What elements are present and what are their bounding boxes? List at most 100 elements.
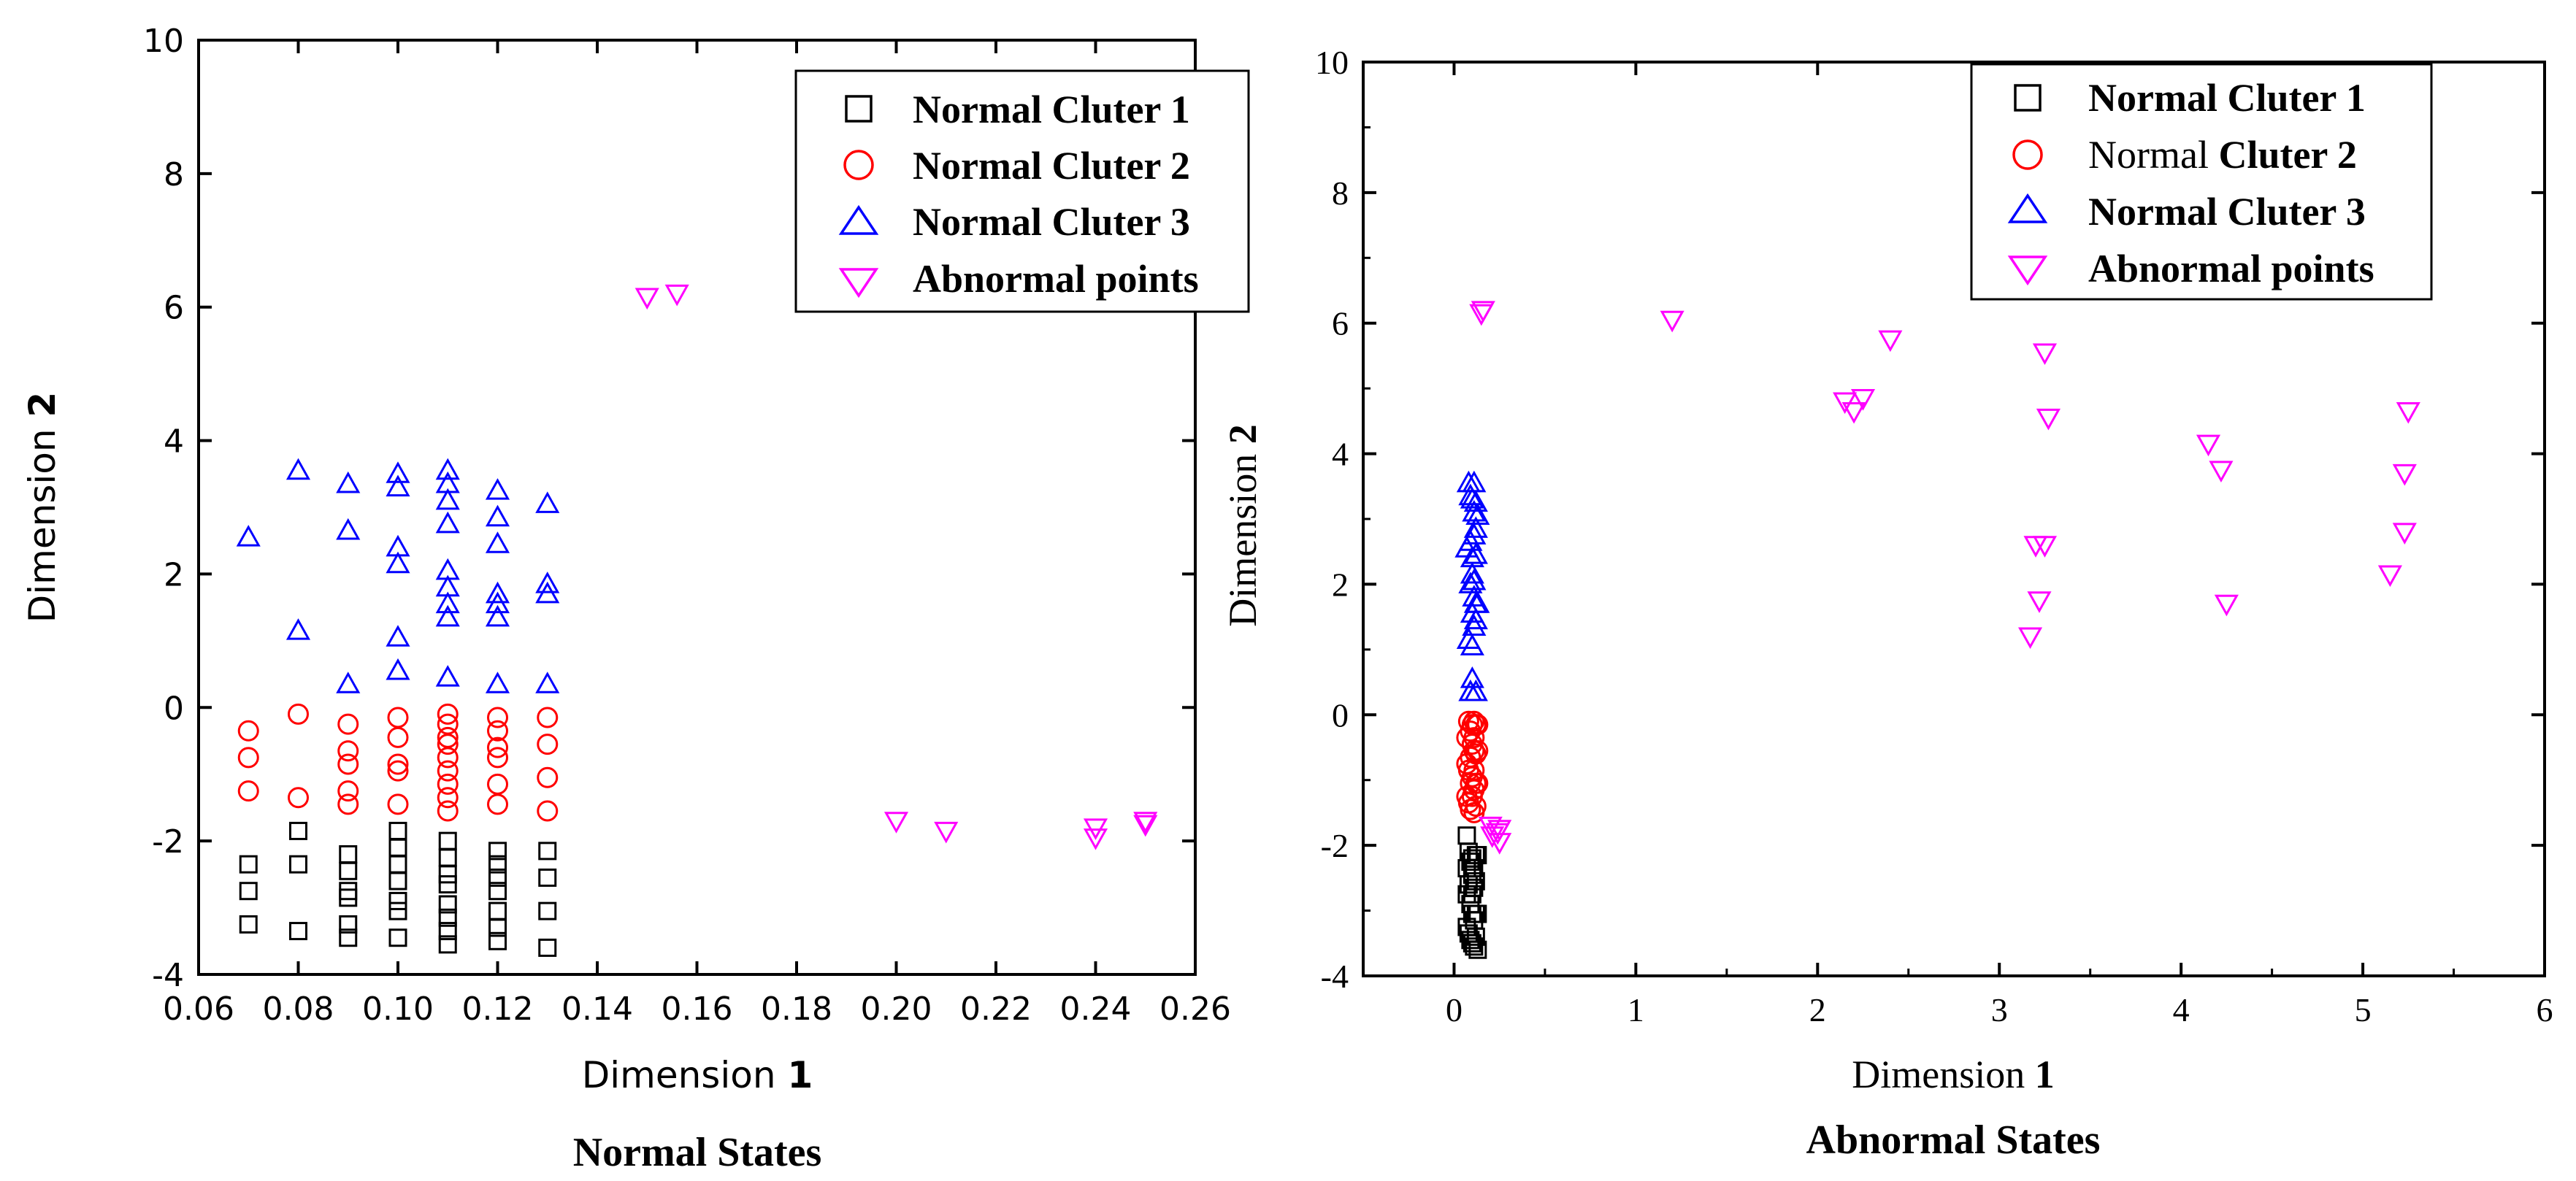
legend-series-2-bold: Cluter 2 — [2218, 133, 2356, 177]
x-tick-label: 0.14 — [561, 990, 633, 1028]
data-point — [1465, 878, 1484, 897]
data-point — [388, 928, 407, 947]
legend-triangle-up-marker — [2007, 193, 2048, 223]
data-point — [339, 928, 358, 947]
data-point — [1463, 710, 1485, 732]
data-point — [237, 720, 259, 742]
legend-box — [1970, 63, 2433, 301]
data-point — [388, 855, 407, 874]
legend-series-3: Normal Cluter 3 — [2088, 190, 2366, 234]
legend: Normal Cluter 1 Normal Cluter 2 Normal C… — [1970, 63, 2433, 301]
svg-text:Dimension 2: Dimension 2 — [21, 392, 64, 623]
data-point — [2017, 627, 2043, 650]
data-point — [1465, 937, 1484, 956]
data-point — [2377, 565, 2402, 588]
data-point — [435, 574, 460, 597]
scatter-chart-normal-states: 0.06 0.08 0.10 0.12 0.14 0.16 0.18 0.20 0.22 0.24… — [21, 23, 1250, 1175]
data-point — [664, 284, 689, 307]
data-point — [438, 831, 457, 850]
y-tick-label: 10 — [143, 23, 184, 60]
data-point — [1463, 865, 1481, 884]
data-point — [435, 488, 460, 510]
svg-text:Dimension 1: Dimension 1 — [582, 1054, 813, 1096]
chart-caption: Abnormal States — [1806, 1117, 2101, 1163]
y-tick-label: 10 — [1315, 44, 1349, 81]
legend-series-3: Normal Cluter 3 — [913, 200, 1190, 244]
data-point — [1465, 503, 1490, 526]
x-tick-label: 0.18 — [761, 990, 832, 1028]
data-point — [1465, 591, 1490, 613]
y-tick-label: 8 — [164, 156, 184, 193]
data-point — [488, 901, 507, 920]
data-point — [1133, 812, 1158, 834]
data-point — [1471, 301, 1495, 323]
data-point — [386, 551, 410, 574]
data-point — [1457, 826, 1476, 845]
data-point — [487, 793, 508, 815]
data-point — [537, 707, 559, 728]
chart-caption: Normal States — [573, 1130, 822, 1175]
data-point — [438, 848, 457, 867]
data-point — [437, 760, 459, 782]
data-point — [538, 938, 557, 957]
data-point — [1466, 872, 1485, 890]
series-4 — [635, 284, 1158, 850]
data-point — [387, 760, 409, 782]
y-tick-label: 6 — [1332, 305, 1349, 342]
data-point — [538, 901, 557, 920]
data-point — [438, 895, 457, 914]
y-axis-label-text: Dimension — [21, 428, 64, 623]
data-point — [336, 672, 361, 693]
y-tick-label: -4 — [1321, 958, 1349, 995]
data-point — [437, 787, 459, 809]
legend-triangle-down-marker — [2007, 255, 2048, 286]
data-point — [1468, 940, 1487, 959]
data-points — [236, 284, 1158, 957]
data-point — [289, 922, 307, 941]
series-2 — [1456, 710, 1489, 823]
x-tick-label: 0.22 — [960, 990, 1032, 1028]
data-point — [1466, 927, 1485, 946]
y-tick-label: 0 — [1332, 696, 1349, 734]
data-point — [435, 665, 460, 687]
data-point — [1456, 627, 1481, 649]
y-tick-label: 4 — [164, 423, 184, 461]
data-point — [387, 707, 409, 728]
data-point — [1465, 795, 1487, 817]
data-point — [237, 747, 259, 769]
y-tick-label: -2 — [152, 823, 184, 861]
data-point — [386, 474, 410, 497]
y-tick-label: 0 — [164, 690, 184, 727]
y-axis-label-text: Dimension — [1221, 454, 1265, 627]
data-point — [1463, 679, 1488, 701]
series-1 — [239, 821, 557, 957]
data-point — [386, 534, 410, 557]
y-axis-label-number: 2 — [1221, 424, 1265, 444]
data-point — [435, 591, 460, 614]
data-point — [535, 672, 560, 693]
data-point — [239, 855, 258, 874]
data-point — [386, 658, 410, 680]
data-point — [487, 747, 508, 769]
data-point — [437, 773, 459, 795]
legend-series-4: Abnormal points — [2088, 247, 2374, 291]
legend-circle-marker — [843, 150, 874, 180]
data-point — [488, 882, 507, 901]
data-point — [1462, 523, 1487, 545]
svg-text:Normal Cluter 2: Normal Cluter 2 — [2088, 133, 2357, 177]
x-axis-label-number: 1 — [787, 1054, 813, 1096]
data-point — [2396, 401, 2420, 424]
data-point — [487, 773, 508, 795]
data-point — [386, 625, 410, 647]
data-point — [1487, 833, 1512, 855]
data-point — [883, 812, 909, 834]
scatter-chart-abnormal-states: 0 1 2 3 4 5 6 -4 -2 0 2 4 6 8 10 Dimension 1 Dimension… — [1221, 44, 2553, 1163]
y-tick-label: -4 — [152, 957, 184, 994]
y-tick-label: 4 — [1332, 436, 1349, 473]
data-point — [386, 461, 410, 483]
data-point — [1467, 739, 1489, 761]
data-point — [537, 734, 559, 755]
svg-text:Dimension 1: Dimension 1 — [1852, 1053, 2055, 1096]
data-point — [487, 720, 508, 742]
data-point — [535, 491, 560, 513]
